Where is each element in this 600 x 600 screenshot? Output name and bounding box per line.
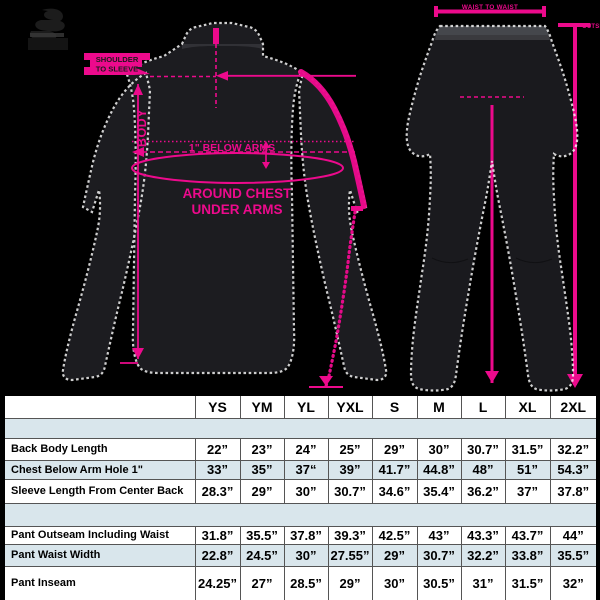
svg-text:WAIST TO WAIST: WAIST TO WAIST [462, 4, 518, 11]
svg-text:OUTSEAM: OUTSEAM [582, 24, 600, 30]
svg-text:AROUND CHEST: AROUND CHEST [183, 186, 293, 201]
svg-text:UNDER ARMS: UNDER ARMS [192, 202, 283, 217]
svg-text:SHOULDER: SHOULDER [96, 55, 139, 64]
svg-text:TO SLEEVE: TO SLEEVE [96, 65, 138, 74]
